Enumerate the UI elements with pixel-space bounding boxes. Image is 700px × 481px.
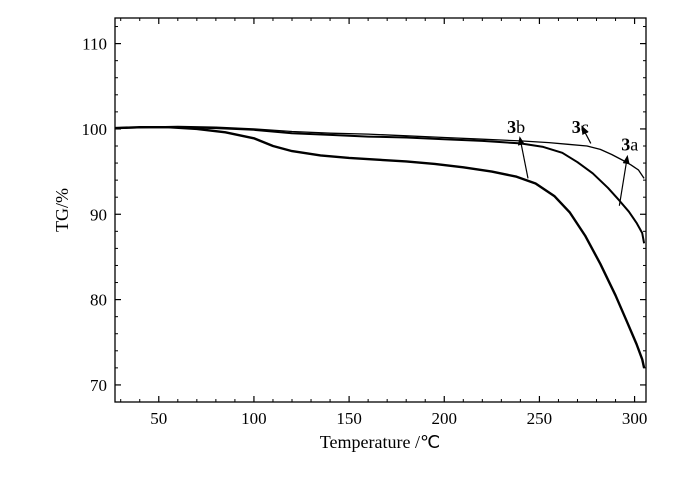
series-label-3a: 3a	[621, 134, 638, 154]
series-annotations: 3a 3b 3c	[507, 117, 638, 206]
tick-marks	[115, 18, 646, 402]
y-tick-label-3: 100	[82, 120, 108, 139]
x-tick-label-5: 300	[622, 409, 648, 428]
x-tick-label-2: 150	[336, 409, 362, 428]
series-line-3a	[114, 125, 645, 179]
series-label-3c: 3c	[572, 117, 589, 137]
x-axis-title: Temperature /℃	[320, 432, 440, 452]
y-tick-label-1: 80	[90, 291, 107, 310]
series-label-3b: 3b	[507, 117, 525, 137]
y-tick-label-4: 110	[82, 35, 107, 54]
arrow-3b	[517, 136, 529, 179]
x-tick-label-0: 50	[150, 409, 167, 428]
x-tick-label-4: 250	[527, 409, 553, 428]
arrow-3c	[581, 125, 592, 144]
y-tick-label-0: 70	[90, 376, 107, 395]
series-line-3b	[114, 126, 646, 369]
x-tick-label-1: 100	[241, 409, 267, 428]
arrow-3a	[618, 154, 630, 206]
y-axis-title: TG/%	[52, 188, 72, 232]
y-tick-label-2: 90	[90, 205, 107, 224]
x-tick-label-3: 200	[432, 409, 458, 428]
plot-frame	[114, 17, 647, 403]
series-lines	[114, 125, 646, 369]
series-line-3c	[114, 126, 646, 244]
tick-labels: 50 100 150 200 250 300 70 80 90 100 110	[82, 35, 648, 428]
